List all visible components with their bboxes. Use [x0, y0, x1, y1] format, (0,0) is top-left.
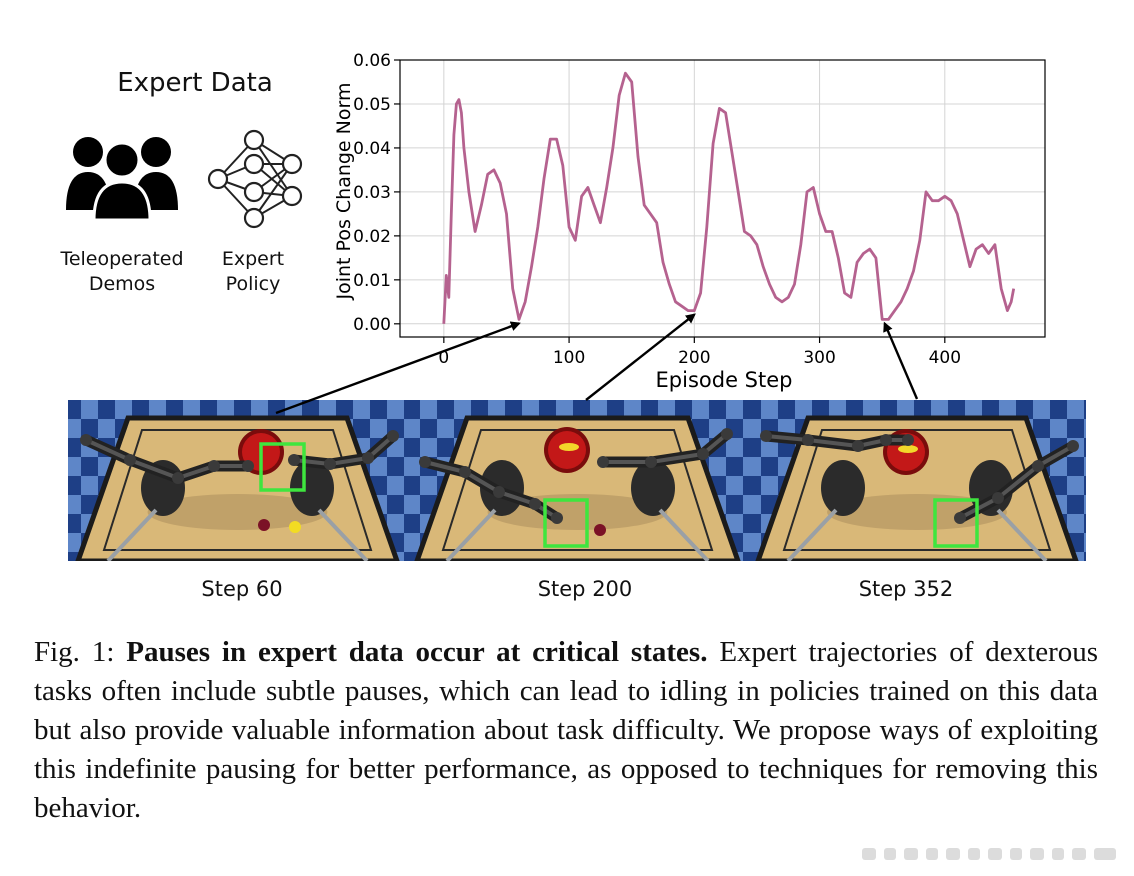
- figure-caption: Fig. 1: Pauses in expert data occur at c…: [34, 633, 1098, 828]
- caption-text: Expert trajectories of dexterous tasks o…: [34, 636, 1099, 824]
- x-tick-label: 200: [678, 348, 710, 368]
- x-axis-label: Episode Step: [656, 368, 793, 392]
- frame-image-step-200: [407, 400, 748, 561]
- caption-bold: Pauses in expert data occur at critical …: [126, 636, 708, 668]
- expert-policy-line1: Expert: [221, 248, 285, 270]
- x-tick-label: 100: [553, 348, 585, 368]
- plot-area-frame: [399, 59, 1046, 338]
- teleoperated-demos-label: Teleoperated Demos: [52, 247, 192, 297]
- step-label-352: Step 352: [858, 577, 954, 601]
- joint-pos-line-chart: 0 100 200 300 400 0.00 0.01 0.02 0.03 0.04 0.05 0.0…: [333, 51, 1046, 392]
- x-tick-label: 0: [438, 348, 449, 368]
- y-tick-label: 0.06: [353, 51, 391, 71]
- y-axis-label: Joint Pos Change Norm: [333, 83, 355, 301]
- step-label-200: Step 200: [537, 577, 633, 601]
- x-tick-label: 400: [929, 348, 961, 368]
- x-tick-label: 300: [803, 348, 835, 368]
- frame-image-step-60: [68, 400, 407, 561]
- people-icon: [66, 137, 178, 220]
- y-tick-label: 0.01: [353, 271, 391, 291]
- neural-network-icon: [207, 129, 303, 229]
- y-tick-label: 0.03: [353, 183, 391, 203]
- series-line-joint-pos: [442, 71, 1016, 324]
- y-tick-label: 0.04: [353, 139, 391, 159]
- teleoperated-demos-line2: Demos: [88, 273, 156, 295]
- caption-prefix: Fig. 1:: [34, 636, 127, 668]
- watermark-dots: [862, 848, 1116, 860]
- y-tick-label: 0.02: [353, 227, 391, 247]
- expert-data-title: Expert Data: [117, 68, 273, 98]
- expert-policy-line2: Policy: [225, 273, 281, 295]
- y-tick-label: 0.05: [353, 95, 391, 115]
- frame-image-step-352: [748, 400, 1086, 561]
- teleoperated-demos-line1: Teleoperated: [60, 248, 184, 270]
- expert-policy-label: Expert Policy: [208, 247, 298, 297]
- step-label-60: Step 60: [201, 577, 283, 601]
- y-tick-label: 0.00: [353, 315, 391, 335]
